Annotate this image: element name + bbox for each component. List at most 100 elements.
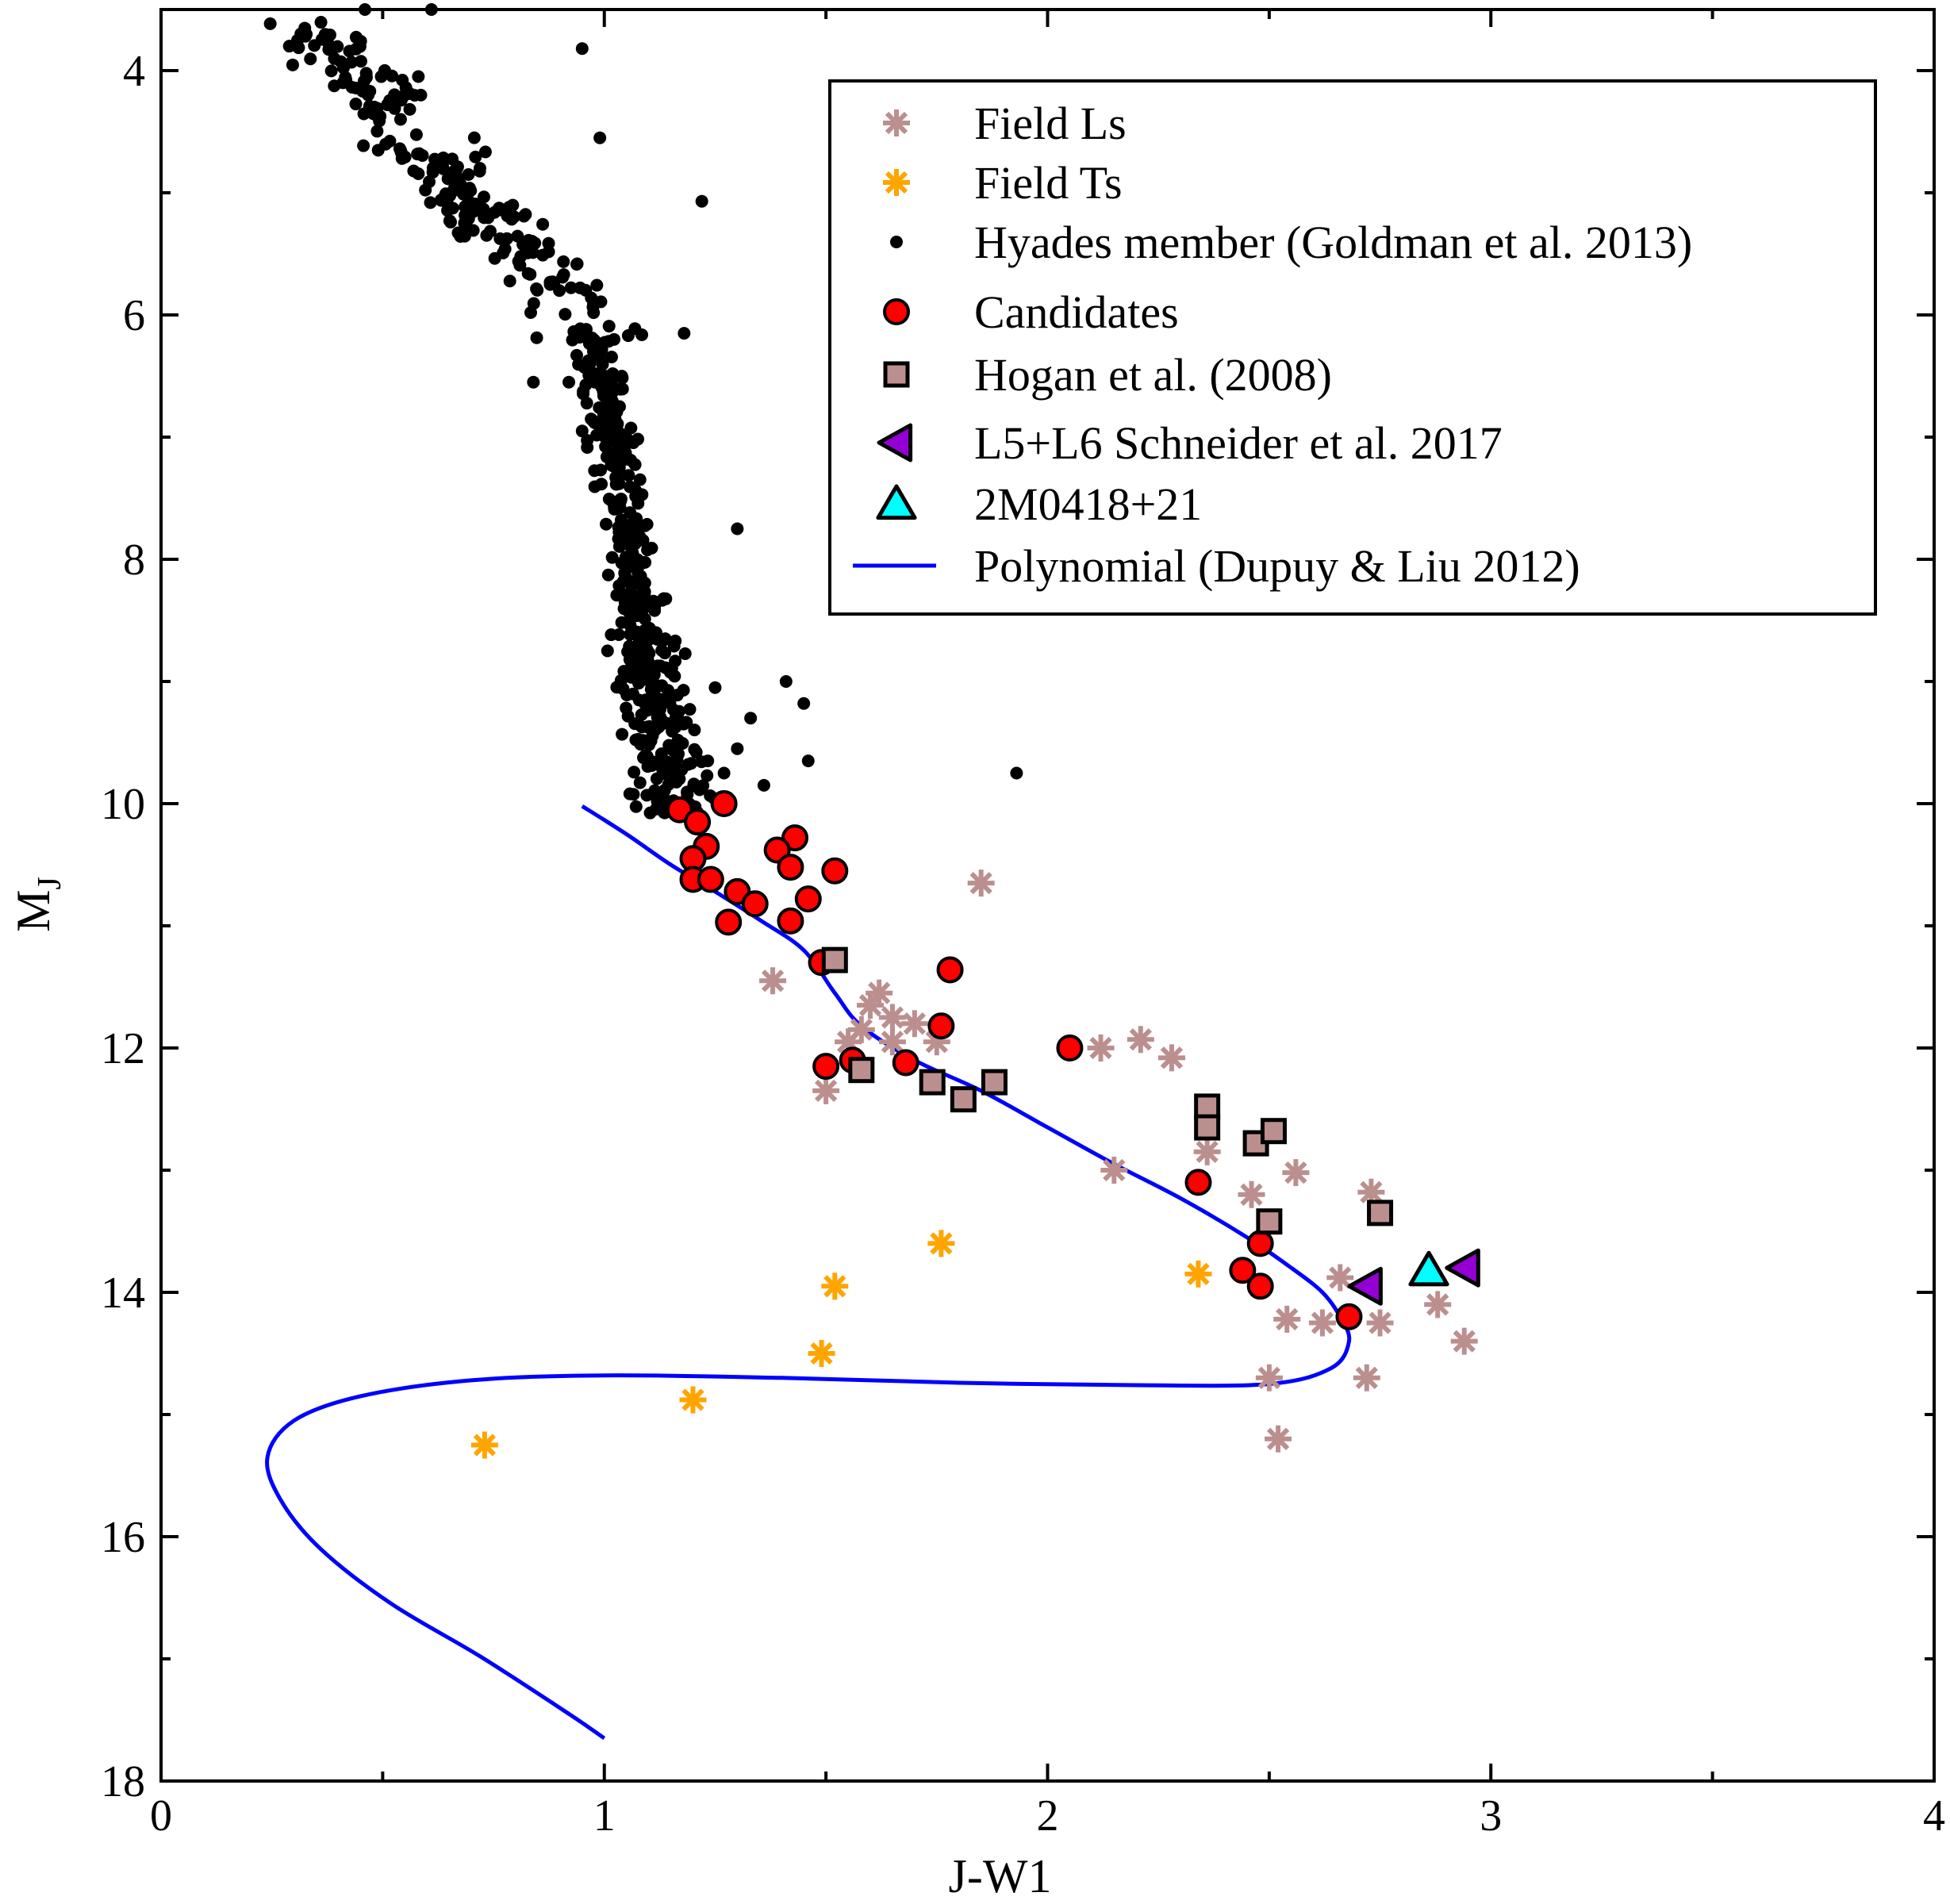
hyades-point: [717, 766, 731, 780]
hyades-point: [318, 28, 332, 41]
hyades-point: [629, 800, 643, 813]
candidate-point: [927, 1012, 955, 1040]
polynomial-layer: [265, 804, 1352, 1741]
y-axis-title: MJ: [7, 877, 68, 932]
hyades-point: [614, 513, 628, 527]
hyades-point: [590, 278, 604, 292]
hyades-point: [362, 88, 375, 102]
y-tick-label: 16: [101, 1513, 145, 1562]
field-l-point: [878, 1028, 906, 1056]
hyades-point: [363, 99, 376, 113]
hyades-point: [324, 64, 338, 78]
polynomial-line: [265, 804, 1352, 1741]
hyades-point: [641, 760, 654, 774]
field-t-point: [679, 1386, 707, 1414]
hyades-point: [617, 665, 631, 678]
hyades-point: [469, 150, 482, 163]
hyades-point: [399, 81, 413, 94]
hyades-point: [658, 647, 672, 660]
hyades-point: [656, 767, 670, 781]
field-l-point-stroke: [1453, 1330, 1476, 1353]
hyades-point: [624, 619, 637, 632]
hyades-point: [620, 688, 634, 701]
hyades-point: [672, 704, 685, 718]
hyades-point: [543, 278, 557, 291]
candidate-point: [936, 956, 964, 984]
hogan-point: [950, 1086, 977, 1113]
hyades-point: [620, 701, 633, 715]
hogan-point: [821, 946, 848, 973]
hyades-point: [628, 717, 642, 731]
hyades-point: [564, 281, 578, 294]
hyades-point: [580, 397, 593, 410]
hyades-point: [553, 284, 566, 298]
hyades-point: [388, 102, 401, 115]
legend-label: Hyades member (Goldman et al. 2013): [974, 217, 1692, 268]
candidate-point: [1246, 1273, 1274, 1300]
hyades-point: [263, 17, 277, 30]
candidate-point: [1184, 1169, 1212, 1196]
hyades-point: [294, 27, 308, 40]
y-axis-title-sub: J: [32, 877, 68, 889]
hyades-point: [688, 743, 701, 756]
hyades-point: [477, 190, 490, 204]
field-t-point-stroke: [1187, 1262, 1210, 1286]
hyades-point: [574, 281, 587, 294]
hyades-point: [602, 320, 616, 333]
field-l-point: [857, 992, 884, 1019]
hyades-point: [556, 271, 570, 284]
hyades-point: [557, 255, 570, 268]
hyades-point: [598, 430, 612, 443]
hyades-point: [612, 461, 626, 474]
x-tick-label: 3: [1480, 1791, 1502, 1841]
hyades-point: [622, 469, 635, 482]
y-tick-label: 4: [123, 47, 145, 96]
hyades-point: [801, 754, 815, 768]
field-t-point-stroke: [823, 1275, 846, 1298]
field-l-point-stroke: [903, 1012, 927, 1035]
hyades-point: [575, 42, 589, 56]
hyades-point: [639, 750, 653, 764]
hyades-point: [625, 579, 639, 593]
hyades-point: [601, 644, 614, 658]
hyades-point: [629, 556, 643, 570]
hogan-point: [1367, 1200, 1394, 1226]
hyades-point: [681, 758, 695, 771]
hyades-point: [450, 162, 463, 175]
hyades-point: [662, 777, 675, 791]
hyades-point: [695, 755, 708, 769]
hyades-point: [613, 436, 627, 449]
field-l-point-stroke: [1240, 1183, 1263, 1206]
hyades-point: [605, 628, 618, 642]
hyades-point: [408, 89, 421, 102]
hyades-point: [459, 200, 472, 213]
hyades-point: [542, 236, 555, 250]
y-tick-label: 10: [101, 780, 145, 829]
hyades-point: [516, 238, 530, 251]
hyades-point: [633, 776, 647, 789]
hyades-point: [462, 168, 475, 182]
hyades-point: [608, 405, 621, 418]
hyades-point: [624, 421, 638, 435]
schneider-point: [1445, 1248, 1480, 1288]
candidate-point: [794, 885, 822, 913]
points-layer: [263, 3, 1480, 1459]
field-l-point: [1100, 1157, 1128, 1184]
hyades-point: [673, 772, 686, 785]
hyades-point: [497, 246, 510, 259]
candidate-point: [1246, 1230, 1274, 1257]
hyades-point: [744, 712, 758, 725]
hyades-point: [286, 58, 299, 71]
legend-symbol-schneider: [877, 423, 913, 463]
hyades-point: [388, 88, 401, 102]
hyades-point: [357, 139, 370, 152]
field-l-point-stroke: [1311, 1311, 1334, 1334]
candidate-point: [777, 854, 804, 881]
hyades-point: [695, 194, 708, 208]
hyades-point: [650, 702, 663, 716]
hyades-point: [393, 113, 407, 126]
hyades-point: [643, 647, 656, 660]
hyades-point: [602, 383, 616, 397]
hyades-point: [605, 551, 619, 564]
hyades-point: [595, 478, 608, 491]
